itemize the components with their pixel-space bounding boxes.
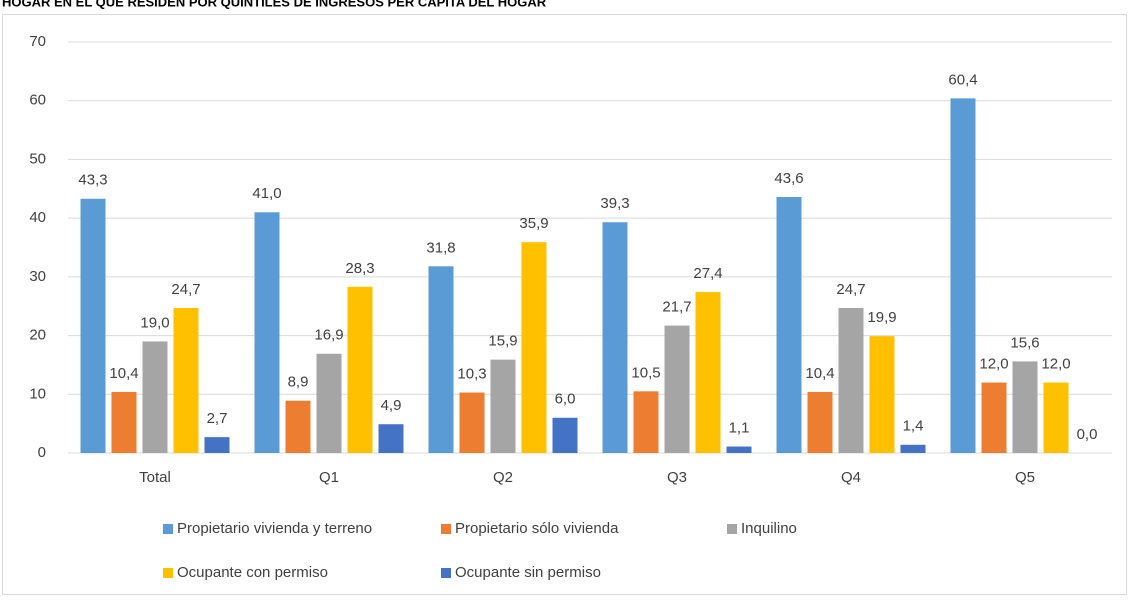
- bar: [838, 307, 864, 453]
- bar: [173, 307, 199, 453]
- value-label: 39,3: [600, 195, 629, 212]
- value-label: 4,9: [381, 397, 402, 414]
- value-label: 1,4: [903, 418, 924, 435]
- value-label: 1,1: [729, 420, 750, 437]
- y-tick-label: 20: [29, 327, 46, 344]
- bar: [204, 437, 230, 453]
- bar: [80, 198, 106, 453]
- legend-label: Propietario sólo vivienda: [455, 520, 619, 537]
- bar: [428, 266, 454, 453]
- legend-label: Ocupante con permiso: [177, 564, 328, 581]
- legend-label: Propietario vivienda y terreno: [177, 520, 372, 537]
- value-label: 0,0: [1077, 426, 1098, 443]
- value-label: 31,8: [426, 239, 455, 256]
- x-tick-label: Q1: [319, 469, 339, 486]
- value-label: 15,6: [1010, 334, 1039, 351]
- bar: [950, 98, 976, 453]
- value-label: 43,3: [78, 172, 107, 189]
- value-label: 19,0: [140, 314, 169, 331]
- value-label: 19,9: [867, 309, 896, 326]
- value-label: 10,4: [805, 365, 834, 382]
- value-label: 27,4: [693, 265, 722, 282]
- value-label: 16,9: [314, 327, 343, 344]
- value-label: 8,9: [288, 374, 309, 391]
- bar: [1043, 382, 1069, 453]
- value-label: 24,7: [836, 281, 865, 298]
- bar: [776, 197, 802, 453]
- legend-label: Inquilino: [741, 520, 797, 537]
- bar: [981, 382, 1007, 453]
- value-label: 35,9: [519, 215, 548, 232]
- bar: [807, 391, 833, 453]
- x-tick-label: Total: [139, 469, 171, 486]
- legend-swatch: [727, 524, 737, 534]
- x-tick-label: Q5: [1015, 469, 1035, 486]
- value-label: 41,0: [252, 185, 281, 202]
- legend-swatch: [441, 524, 451, 534]
- bar: [316, 353, 342, 453]
- legend-swatch: [163, 568, 173, 578]
- y-tick-label: 70: [29, 33, 46, 50]
- value-label: 43,6: [774, 170, 803, 187]
- x-tick-label: Q3: [667, 469, 687, 486]
- value-label: 10,5: [631, 364, 660, 381]
- value-label: 24,7: [171, 281, 200, 298]
- legend-swatch: [441, 568, 451, 578]
- bar: [900, 444, 926, 453]
- bar: [459, 392, 485, 453]
- value-label: 21,7: [662, 299, 691, 316]
- bar: [552, 417, 578, 453]
- value-label: 12,0: [1041, 356, 1070, 373]
- bar: [633, 391, 659, 453]
- bar: [602, 222, 628, 453]
- bar: [347, 286, 373, 453]
- y-tick-label: 0: [38, 444, 46, 461]
- y-tick-label: 40: [29, 209, 46, 226]
- bar: [378, 424, 404, 453]
- value-label: 6,0: [555, 391, 576, 408]
- bar: [285, 400, 311, 453]
- bar: [490, 359, 516, 453]
- bar: [142, 341, 168, 453]
- bar: [869, 336, 895, 453]
- value-label: 60,4: [948, 71, 977, 88]
- x-tick-label: Q2: [493, 469, 513, 486]
- bar: [726, 446, 752, 453]
- y-tick-label: 10: [29, 385, 46, 402]
- value-label: 15,9: [488, 333, 517, 350]
- x-tick-label: Q4: [841, 469, 861, 486]
- legend-swatch: [163, 524, 173, 534]
- value-label: 28,3: [345, 260, 374, 277]
- bar: [111, 391, 137, 453]
- legend-label: Ocupante sin permiso: [455, 564, 601, 581]
- bar: [521, 242, 547, 453]
- bar: [664, 325, 690, 453]
- chart-title: HOGAR EN EL QUE RESIDEN POR QUINTILES DE…: [2, 0, 547, 9]
- value-label: 12,0: [979, 356, 1008, 373]
- bar: [695, 292, 721, 453]
- y-tick-label: 50: [29, 150, 46, 167]
- value-label: 10,4: [109, 365, 138, 382]
- bar: [1012, 361, 1038, 453]
- value-label: 2,7: [207, 410, 228, 427]
- y-tick-label: 30: [29, 268, 46, 285]
- y-tick-label: 60: [29, 92, 46, 109]
- bar: [254, 212, 280, 453]
- value-label: 10,3: [457, 365, 486, 382]
- chart-border: [2, 14, 1127, 595]
